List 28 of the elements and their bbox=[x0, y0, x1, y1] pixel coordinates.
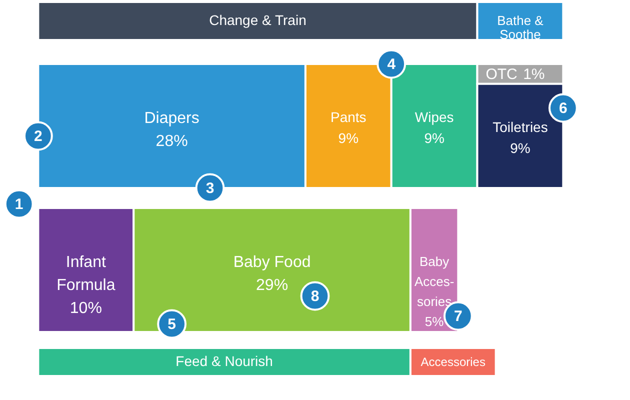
category-label: Baby Food bbox=[233, 254, 311, 271]
text: Change & Train bbox=[209, 12, 306, 28]
text: 7 bbox=[454, 308, 462, 325]
category-label: Diapers bbox=[144, 110, 200, 127]
text: 3 bbox=[206, 180, 214, 197]
text: 6 bbox=[559, 100, 568, 117]
text: Bathe & Soothe bbox=[497, 13, 544, 42]
text: 1 bbox=[14, 196, 24, 213]
text: 2 bbox=[34, 128, 42, 145]
category-label: OTC bbox=[486, 66, 518, 83]
text: Accessories bbox=[420, 355, 486, 369]
text: Feed & Nourish bbox=[176, 353, 273, 369]
category-label: Pants bbox=[330, 109, 366, 125]
text: 4 bbox=[387, 56, 396, 73]
category-label: Toiletries bbox=[492, 118, 548, 135]
data-label: 29% bbox=[256, 277, 288, 294]
text: 8 bbox=[310, 288, 320, 305]
category-label: Wipes bbox=[414, 109, 454, 125]
category-label: Infant Formula bbox=[56, 254, 116, 294]
data-label: 5% bbox=[424, 314, 444, 329]
data-label: 28% bbox=[156, 133, 188, 150]
category-label: Baby Acces- sories bbox=[414, 254, 454, 309]
data-label: 9% bbox=[424, 130, 444, 146]
text: 5 bbox=[168, 316, 176, 333]
data-label: 1% bbox=[523, 66, 545, 83]
data-label: 9% bbox=[510, 140, 530, 156]
data-label: 10% bbox=[70, 300, 102, 317]
data-label: 9% bbox=[338, 130, 359, 146]
